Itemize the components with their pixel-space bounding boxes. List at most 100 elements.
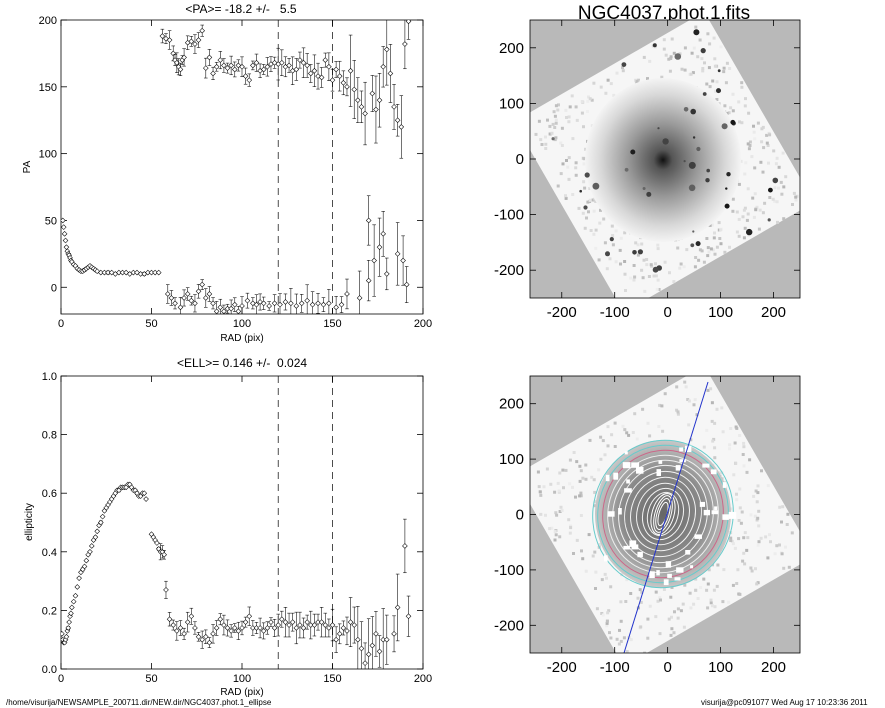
pa-data-point (172, 300, 178, 307)
iso-y-tick-label: 0 (516, 507, 524, 524)
noise-pixel (647, 275, 651, 278)
ell-data-point (402, 543, 408, 549)
masked-pixel (675, 465, 681, 471)
noise-pixel (792, 191, 796, 195)
noise-pixel (635, 80, 639, 84)
iso-x-tick-label: 0 (663, 659, 671, 676)
noise-pixel (722, 70, 726, 74)
pa-data-point (329, 77, 336, 83)
star (695, 241, 701, 247)
pa-data-point (391, 104, 397, 110)
star (746, 228, 753, 236)
noise-pixel (619, 639, 623, 643)
noise-pixel (592, 209, 596, 213)
noise-pixel (711, 439, 715, 443)
noise-pixel (621, 424, 625, 428)
noise-pixel (753, 192, 757, 196)
noise-pixel (546, 118, 549, 122)
noise-pixel (768, 133, 772, 137)
noise-pixel (642, 55, 646, 59)
pa-data-point (199, 281, 205, 288)
ell-data-point (246, 613, 253, 620)
ell-data-point (177, 625, 184, 631)
pa-data-point (199, 27, 205, 34)
pa-data-point (344, 84, 350, 90)
noise-pixel (639, 625, 643, 629)
ell-data-point (257, 625, 263, 631)
pa-data-point (239, 63, 245, 70)
noise-pixel (646, 77, 649, 81)
noise-pixel (561, 162, 565, 166)
noise-pixel (581, 211, 585, 215)
star (652, 43, 657, 48)
noise-pixel (676, 607, 680, 611)
noise-pixel (740, 85, 744, 89)
ell-data-point (322, 622, 329, 628)
iso-y-tick-label: -200 (494, 617, 524, 634)
pa-data-point (264, 63, 271, 70)
noise-pixel (587, 210, 590, 214)
star (705, 178, 710, 183)
noise-pixel (742, 208, 746, 212)
noise-pixel (729, 536, 733, 540)
ell-data-point (141, 490, 148, 496)
ell-data-point (235, 628, 242, 634)
noise-pixel (574, 495, 577, 499)
noise-pixel (662, 38, 666, 42)
pa-data-point (119, 269, 126, 276)
noise-pixel (734, 461, 738, 465)
pa-data-point (326, 63, 332, 70)
noise-pixel (776, 220, 779, 224)
ell-data-point (242, 619, 249, 625)
noise-pixel (752, 215, 756, 219)
masked-pixel (665, 561, 672, 568)
noise-pixel (781, 505, 785, 509)
pa-data-point (300, 59, 307, 66)
ell-data-point (69, 604, 75, 611)
ell-data-point (311, 622, 318, 628)
star (688, 161, 696, 169)
noise-pixel (640, 268, 644, 272)
noise-pixel (582, 180, 586, 184)
noise-pixel (591, 554, 595, 558)
noise-pixel (683, 68, 687, 72)
pa-data-point (384, 271, 390, 277)
noise-pixel (761, 170, 765, 174)
masked-pixel (624, 451, 628, 455)
isophote-contour (653, 495, 673, 533)
noise-pixel (548, 132, 552, 136)
pa-data-point (221, 308, 227, 314)
pa-data-point (165, 291, 171, 297)
noise-pixel (706, 32, 710, 36)
masked-pixel (613, 472, 619, 480)
noise-pixel (646, 617, 650, 621)
noise-pixel (658, 403, 662, 407)
ell-data-point (268, 619, 274, 625)
noise-pixel (719, 228, 723, 232)
noise-pixel (663, 260, 667, 264)
noise-pixel (701, 67, 705, 70)
noise-pixel (586, 200, 590, 204)
noise-pixel (772, 149, 776, 153)
noise-pixel (747, 234, 750, 237)
noise-pixel (593, 550, 597, 554)
noise-pixel (742, 536, 746, 540)
noise-pixel (685, 248, 689, 252)
pa-data-point (250, 300, 256, 307)
noise-pixel (681, 602, 685, 606)
ell-data-point (63, 633, 70, 640)
noise-pixel (618, 248, 622, 252)
noise-pixel (659, 598, 662, 602)
pa-data-point (203, 65, 209, 71)
noise-pixel (752, 130, 756, 134)
noise-pixel (722, 568, 726, 572)
noise-pixel (684, 385, 688, 389)
noise-pixel (785, 523, 789, 526)
noise-pixel (693, 265, 697, 269)
noise-pixel (756, 121, 760, 125)
pa-data-point (376, 97, 383, 103)
noise-pixel (743, 104, 747, 108)
noise-pixel (619, 619, 623, 623)
noise-pixel (713, 456, 717, 460)
noise-pixel (669, 633, 673, 637)
